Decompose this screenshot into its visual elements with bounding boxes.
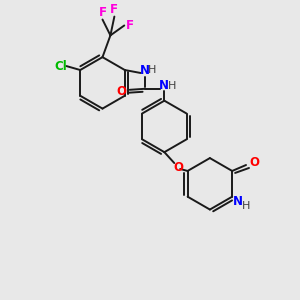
Text: N: N [233, 195, 243, 208]
Text: O: O [117, 85, 127, 98]
Text: F: F [110, 3, 118, 16]
Text: F: F [126, 19, 134, 32]
Text: H: H [242, 201, 250, 211]
Text: H: H [148, 65, 157, 75]
Text: H: H [168, 81, 176, 91]
Text: Cl: Cl [54, 60, 67, 73]
Text: N: N [159, 79, 170, 92]
Text: O: O [249, 155, 259, 169]
Text: N: N [140, 64, 150, 76]
Text: F: F [98, 6, 106, 19]
Text: O: O [173, 161, 183, 175]
